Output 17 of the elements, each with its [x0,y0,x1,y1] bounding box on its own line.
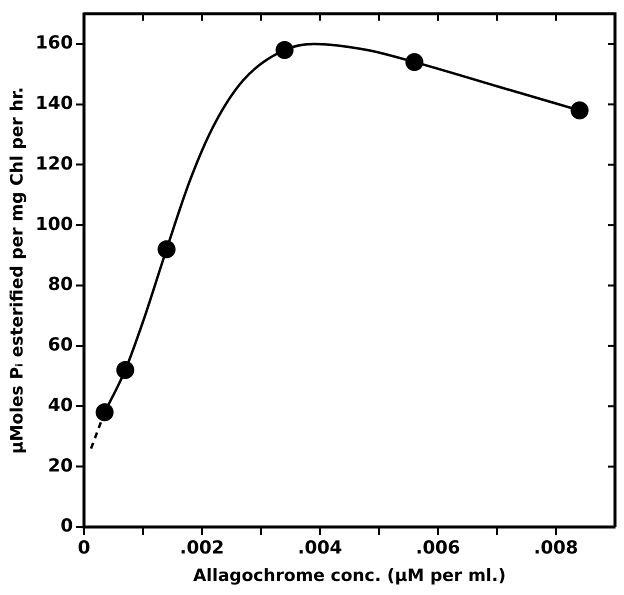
y-tick-label: 20 [48,455,73,476]
y-tick-label: 140 [35,93,73,114]
y-tick-label: 120 [35,153,73,174]
x-axis-title: Allagochrome conc. (μM per ml.) [193,566,506,586]
x-tick-label: .008 [534,537,578,558]
y-tick-label: 160 [35,32,73,54]
point [570,101,589,120]
y-tick-label: 40 [48,394,73,416]
x-tick-label: .002 [180,537,224,558]
x-tick-label: .004 [298,537,342,558]
x-tick-label: .006 [416,537,460,558]
y-axis-title: μMoles Pᵢ esterified per mg Chl per hr. [8,86,28,454]
y-tick-label: 100 [35,214,73,235]
y-tick-label: 0 [60,516,73,537]
y-tick-label: 60 [48,334,73,356]
x-tick-label: 0 [78,537,90,558]
y-tick-label: 80 [48,274,73,296]
